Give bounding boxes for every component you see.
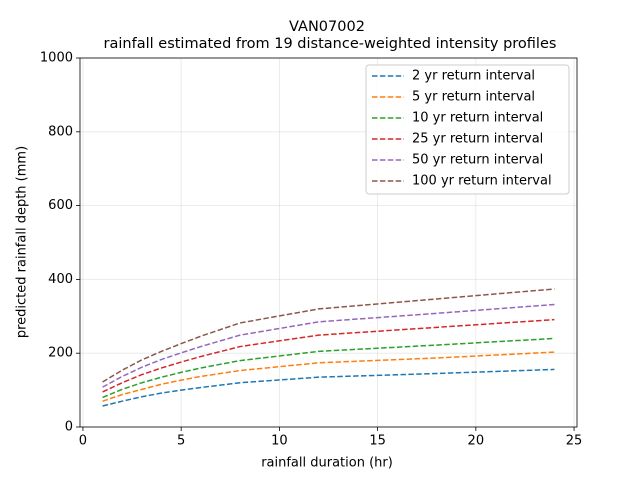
data-line bbox=[102, 318, 555, 393]
x-tick-label: 10 bbox=[271, 434, 288, 449]
x-tick-label: 0 bbox=[79, 434, 87, 449]
x-tick-label: 25 bbox=[566, 434, 583, 449]
x-axis-label: rainfall duration (hr) bbox=[261, 456, 393, 471]
y-axis-label: predicted rainfall depth (mm) bbox=[15, 146, 30, 338]
legend-label: 50 yr return interval bbox=[412, 153, 543, 168]
chart-title: VAN07002 bbox=[289, 19, 365, 35]
y-tick-label: 800 bbox=[48, 124, 73, 139]
y-tick-label: 400 bbox=[48, 272, 73, 287]
y-tick-label: 600 bbox=[48, 198, 73, 213]
data-line bbox=[102, 303, 555, 388]
y-tick-label: 1000 bbox=[40, 51, 73, 66]
x-tick-label: 15 bbox=[369, 434, 386, 449]
legend-label: 2 yr return interval bbox=[412, 69, 535, 84]
data-line bbox=[102, 351, 555, 402]
legend-label: 10 yr return interval bbox=[412, 111, 543, 126]
legend-label: 25 yr return interval bbox=[412, 132, 543, 147]
data-line bbox=[102, 368, 555, 407]
y-tick-label: 0 bbox=[65, 420, 73, 435]
data-line bbox=[102, 337, 555, 399]
legend-label: 5 yr return interval bbox=[412, 90, 535, 105]
data-line bbox=[102, 288, 555, 383]
legend-label: 100 yr return interval bbox=[412, 174, 552, 189]
x-tick-label: 5 bbox=[177, 434, 185, 449]
x-tick-label: 20 bbox=[468, 434, 485, 449]
legend-box bbox=[365, 64, 570, 195]
chart-subtitle: rainfall estimated from 19 distance-weig… bbox=[104, 36, 557, 52]
y-tick-label: 200 bbox=[48, 346, 73, 361]
plot-frame bbox=[79, 57, 578, 428]
